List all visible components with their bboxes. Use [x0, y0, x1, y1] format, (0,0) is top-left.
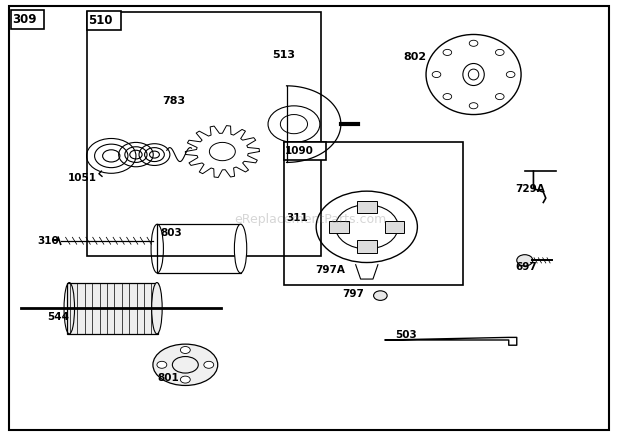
Text: 1090: 1090 — [285, 146, 314, 156]
Circle shape — [180, 376, 190, 383]
Bar — [87, 12, 321, 256]
Text: 797: 797 — [343, 289, 365, 299]
Text: 729A: 729A — [516, 184, 545, 194]
Bar — [357, 201, 377, 213]
Circle shape — [157, 361, 167, 368]
Text: 503: 503 — [395, 330, 417, 340]
Text: 1051: 1051 — [68, 173, 97, 183]
Text: 802: 802 — [404, 52, 427, 62]
Text: eReplacementParts.com: eReplacementParts.com — [234, 212, 386, 226]
Bar — [11, 10, 44, 29]
Text: 544: 544 — [48, 312, 69, 322]
Text: 803: 803 — [161, 228, 182, 238]
Bar — [87, 11, 121, 30]
Circle shape — [374, 291, 387, 300]
Circle shape — [204, 361, 214, 368]
Bar — [157, 224, 241, 273]
Text: 311: 311 — [286, 213, 308, 223]
Bar — [329, 221, 349, 233]
Circle shape — [516, 254, 533, 266]
Ellipse shape — [152, 283, 162, 334]
Text: 783: 783 — [162, 96, 185, 106]
Circle shape — [180, 346, 190, 353]
Text: 697: 697 — [516, 262, 538, 272]
Text: 310: 310 — [37, 236, 59, 246]
Text: 797A: 797A — [315, 265, 345, 276]
Text: 309: 309 — [12, 13, 37, 26]
Bar — [357, 240, 377, 253]
Text: 801: 801 — [157, 373, 179, 383]
Text: 513: 513 — [272, 50, 294, 60]
Bar — [67, 283, 158, 334]
Bar — [284, 142, 326, 160]
Bar — [385, 221, 404, 233]
Bar — [284, 142, 463, 285]
Ellipse shape — [153, 344, 218, 385]
Ellipse shape — [234, 224, 247, 273]
Text: 510: 510 — [88, 14, 112, 27]
